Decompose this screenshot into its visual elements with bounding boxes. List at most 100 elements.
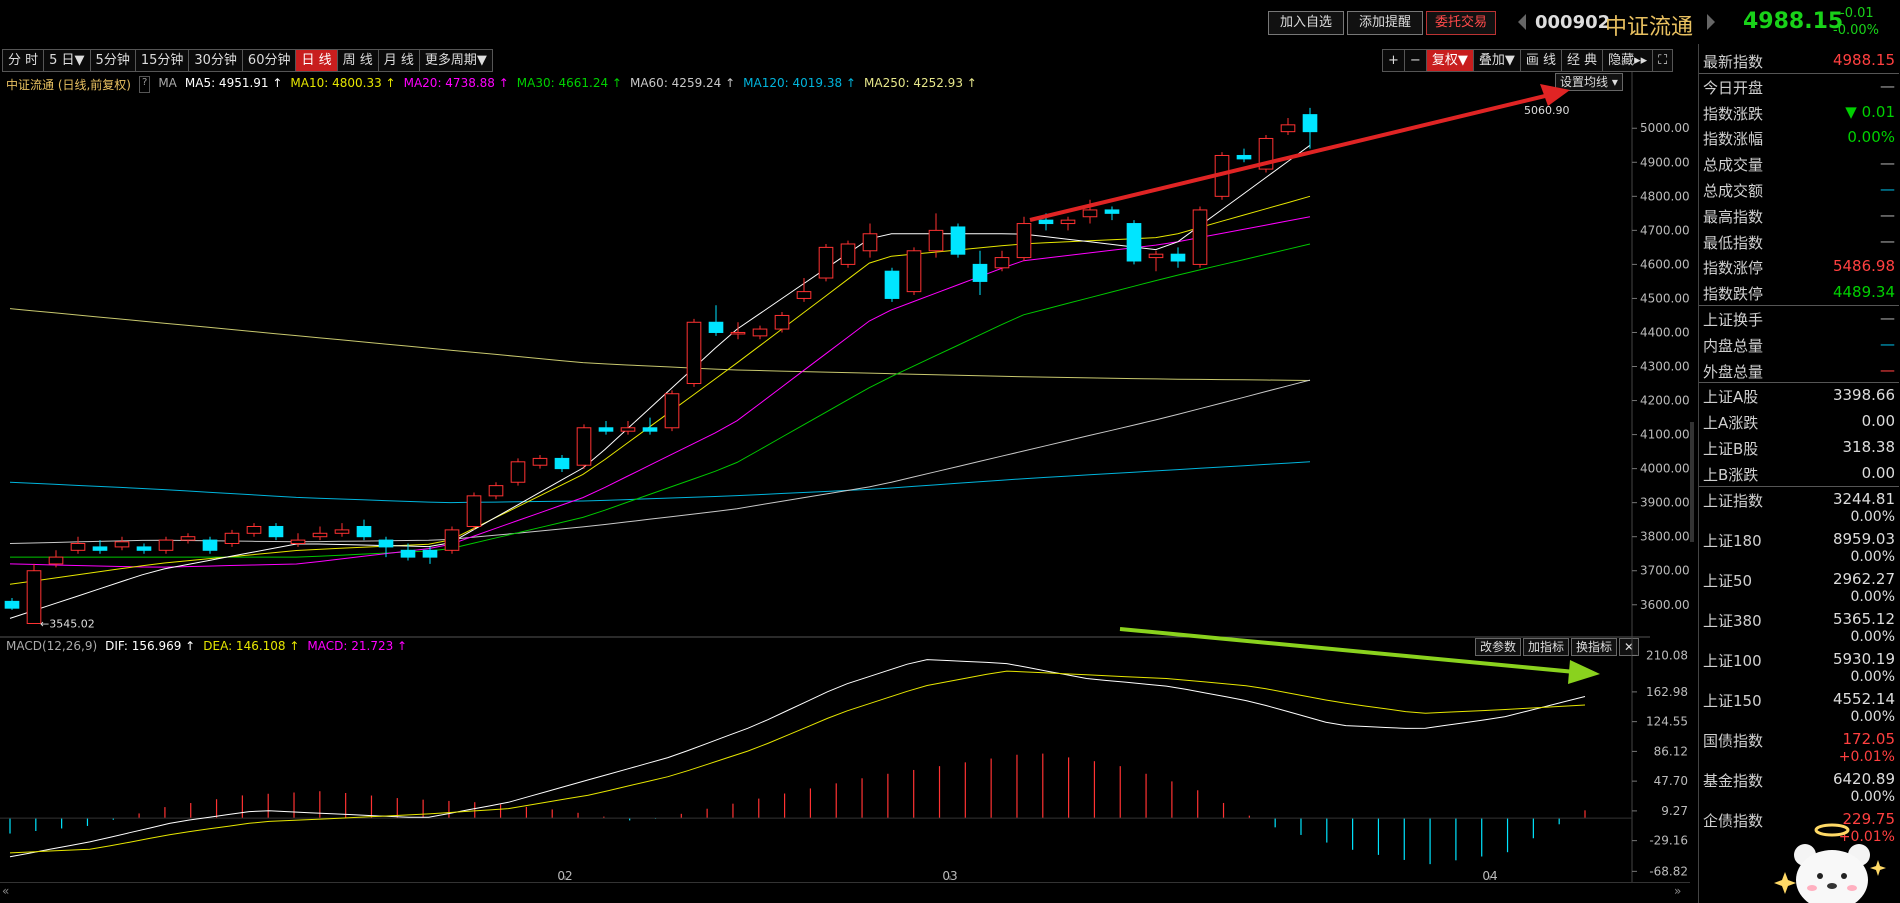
- period-tab[interactable]: 周 线: [336, 49, 378, 72]
- chart-tool-button[interactable]: ⛶: [1652, 49, 1674, 72]
- index-label: 上证50: [1703, 571, 1753, 590]
- red-arrow-head: [1540, 84, 1570, 106]
- price-tick-label: 4200.00: [1640, 394, 1690, 408]
- candle-body: [1104, 209, 1120, 214]
- index-row[interactable]: 上证150 4552.14 0.00%: [1699, 687, 1899, 727]
- quote-label: 上证B股: [1703, 440, 1759, 458]
- index-row[interactable]: 上证50 2962.27 0.00%: [1699, 567, 1899, 607]
- period-tab[interactable]: 分 时: [2, 49, 44, 72]
- quote-label: 最高指数: [1703, 207, 1764, 226]
- index-row[interactable]: 企债指数 229.75 +0.01%: [1699, 807, 1899, 847]
- chart-tool-button[interactable]: 隐藏▸▸: [1602, 49, 1653, 72]
- index-row[interactable]: 上证100 5930.19 0.00%: [1699, 647, 1899, 687]
- dif-line: [9, 659, 1586, 858]
- period-tab[interactable]: 更多周期▼: [418, 49, 493, 72]
- add-watchlist-button[interactable]: 加入自选: [1268, 11, 1344, 35]
- low-label: ←3545.02: [40, 617, 95, 630]
- quote-value: 0.00: [1861, 463, 1895, 482]
- kline-chart[interactable]: 5000.00 4900.00 4800.00 4700.00 4600.00 4500.…: [0, 72, 1694, 882]
- quote-row: 指数涨跌 ▼ 0.01: [1699, 100, 1899, 125]
- chart-tool-button[interactable]: 叠加▼: [1472, 49, 1520, 72]
- index-value: 5365.12: [1832, 609, 1895, 628]
- ma20-value: MA20: 4738.88 ↑: [403, 76, 509, 90]
- quote-label: 指数跌停: [1703, 285, 1764, 304]
- price-tick-label: 4700.00: [1640, 223, 1690, 237]
- candle-body: [884, 270, 900, 299]
- ma10-value: MA10: 4800.33 ↑: [290, 76, 396, 90]
- index-row[interactable]: 国债指数 172.05 +0.01%: [1699, 727, 1899, 767]
- index-row[interactable]: 上证380 5365.12 0.00%: [1699, 607, 1899, 647]
- quote-label: 最低指数: [1703, 233, 1764, 252]
- quote-label: 指数涨幅: [1703, 130, 1764, 149]
- chart-tool-button[interactable]: −: [1403, 49, 1426, 72]
- index-pct: 0.00%: [1850, 708, 1895, 725]
- scroll-right-icon[interactable]: »: [1674, 884, 1682, 898]
- quote-row: 上A涨跌 0.00: [1699, 409, 1899, 434]
- index-row[interactable]: 基金指数 6420.89 0.00%: [1699, 767, 1899, 807]
- index-pct: 0.00%: [1850, 628, 1895, 645]
- macd-tick-label: 210.08: [1646, 648, 1688, 662]
- period-tab[interactable]: 5 日▼: [43, 49, 90, 72]
- quote-value: —: [1880, 309, 1895, 327]
- index-pct: 0.00%: [1850, 588, 1895, 605]
- candle-body: [1016, 223, 1032, 259]
- period-tab[interactable]: 30分钟: [188, 49, 242, 72]
- candle-body: [466, 495, 482, 527]
- set-ma-button[interactable]: 设置均线 ▾: [1555, 73, 1623, 91]
- scroll-left-icon[interactable]: «: [2, 884, 10, 898]
- help-icon[interactable]: ?: [139, 76, 151, 93]
- period-tab[interactable]: 60分钟: [241, 49, 296, 72]
- quote-row: 上证换手 —: [1699, 306, 1899, 331]
- index-pct: +0.01%: [1838, 828, 1895, 845]
- macd-tick-label: 9.27: [1661, 804, 1688, 818]
- candle-body: [818, 246, 834, 279]
- quote-label: 总成交量: [1703, 156, 1764, 175]
- candle-body: [928, 229, 944, 252]
- ma10-line: [9, 195, 1311, 585]
- period-tab[interactable]: 日 线: [295, 49, 337, 72]
- next-stock-icon[interactable]: [1707, 14, 1715, 30]
- macd-tick-label: 86.12: [1654, 744, 1688, 758]
- quote-label: 上证换手: [1703, 311, 1764, 329]
- stock-change-pct: -0.00%: [1833, 23, 1879, 38]
- chart-tool-button[interactable]: 经 典: [1560, 49, 1603, 72]
- chart-tool-button[interactable]: 画 线: [1519, 49, 1561, 72]
- index-label: 上证100: [1703, 651, 1762, 670]
- quote-value: —: [1880, 334, 1895, 353]
- entrust-trade-button[interactable]: 委托交易: [1426, 11, 1496, 35]
- candle-body: [1280, 124, 1296, 133]
- period-tab[interactable]: 月 线: [377, 49, 419, 72]
- ma5-line: [9, 144, 1311, 619]
- index-row[interactable]: 上证180 8959.03 0.00%: [1699, 527, 1899, 567]
- index-value: 229.75: [1842, 809, 1896, 828]
- candle-body: [202, 539, 218, 551]
- index-value: 8959.03: [1832, 529, 1895, 548]
- price-tick-label: 5000.00: [1640, 121, 1690, 135]
- index-label: 基金指数: [1703, 771, 1764, 790]
- add-alert-button[interactable]: 添加提醒: [1347, 11, 1423, 35]
- macd-button[interactable]: 改参数: [1475, 638, 1522, 656]
- macd-button[interactable]: ✕: [1619, 638, 1640, 656]
- stock-name: 中证流通: [1605, 15, 1694, 40]
- bottom-scrollbar[interactable]: « »: [0, 882, 1690, 903]
- quote-value: 5486.98: [1832, 257, 1895, 276]
- quote-row: 总成交量 —: [1699, 151, 1899, 176]
- quote-row: 最新指数 4988.15: [1699, 48, 1899, 73]
- quote-label: 今日开盘: [1703, 78, 1764, 97]
- macd-legend: MACD(12,26,9) DIF: 156.969 ↑ DEA: 146.10…: [6, 639, 415, 653]
- chart-tool-button[interactable]: +: [1382, 49, 1404, 72]
- quote-row: 最低指数 —: [1699, 229, 1899, 254]
- macd-button[interactable]: 换指标: [1571, 638, 1618, 656]
- candle-body: [840, 243, 856, 265]
- candle-body: [532, 457, 548, 466]
- index-row[interactable]: 上证指数 3244.81 0.00%: [1699, 487, 1899, 527]
- candle-body: [1126, 223, 1142, 262]
- chart-tool-button[interactable]: 复权▼: [1425, 49, 1473, 72]
- macd-button[interactable]: 加指标: [1523, 638, 1570, 656]
- index-label: 上证指数: [1703, 491, 1764, 510]
- prev-stock-icon[interactable]: [1518, 14, 1526, 30]
- index-label: 上证150: [1703, 691, 1762, 710]
- period-tab[interactable]: 15分钟: [134, 49, 189, 72]
- period-tab[interactable]: 5分钟: [89, 49, 135, 72]
